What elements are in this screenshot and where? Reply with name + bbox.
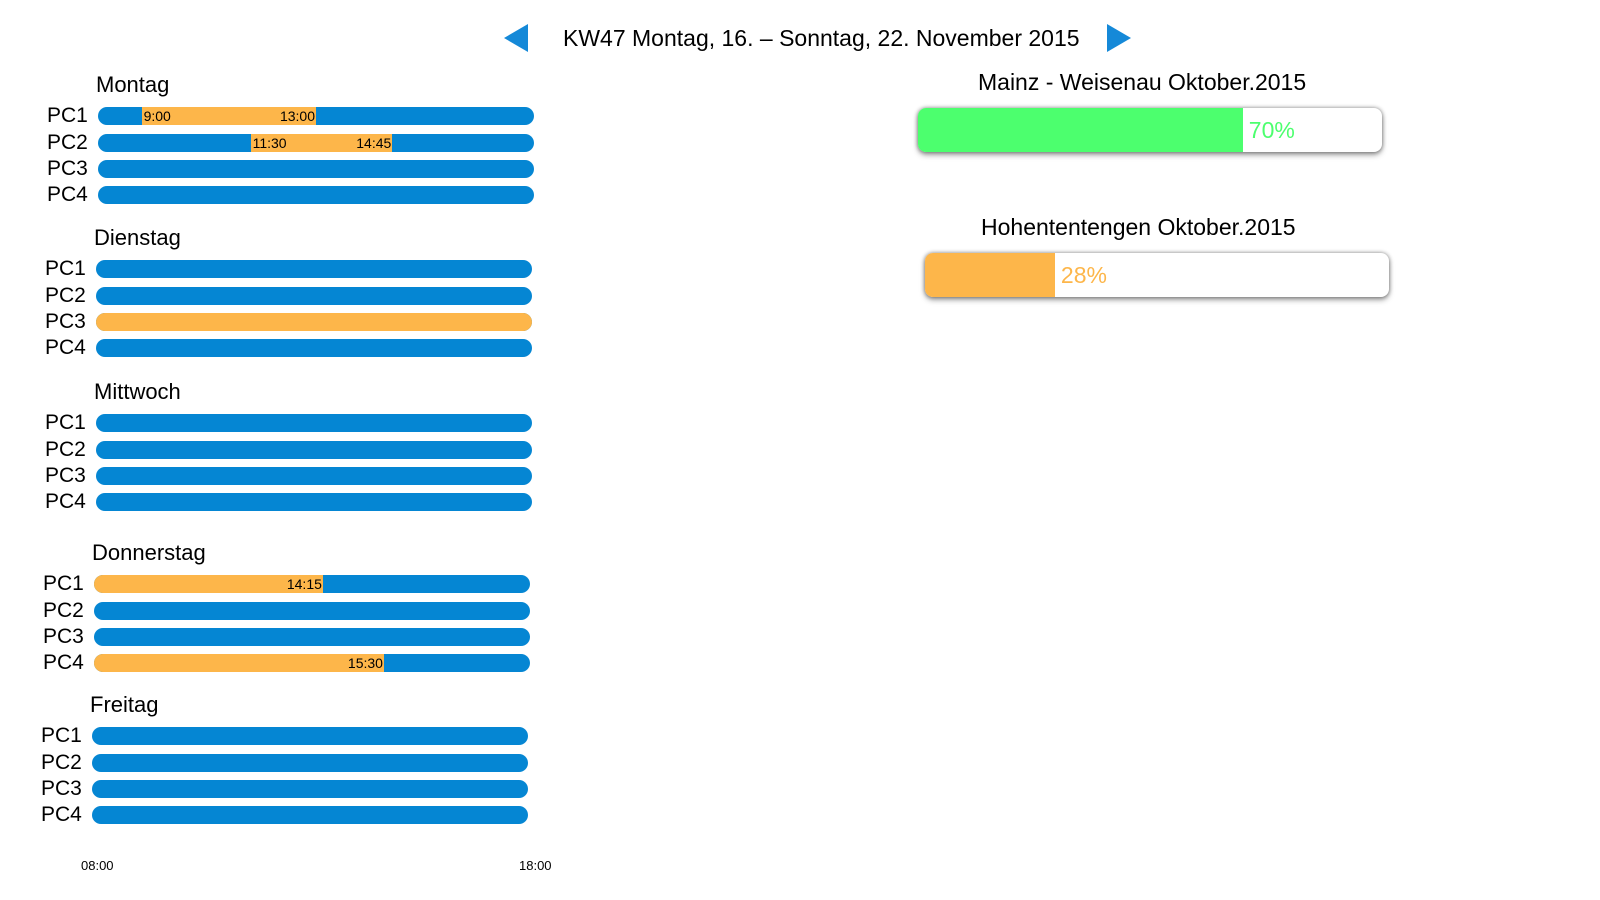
booking-segment[interactable] — [94, 575, 323, 593]
progress-panel-mainz: Mainz - Weisenau Oktober.2015 70% — [918, 68, 1418, 168]
availability-bar[interactable] — [96, 287, 532, 305]
pc-label: PC2 — [41, 751, 82, 774]
progress-title: Mainz - Weisenau Oktober.2015 — [978, 69, 1307, 95]
pc-label: PC2 — [45, 438, 86, 461]
day-title: Dienstag — [94, 225, 181, 250]
pc-row: PC2 — [0, 598, 560, 624]
availability-bar[interactable] — [92, 727, 528, 745]
progress-bar: 28% — [925, 253, 1389, 297]
booking-end-time: 14:15 — [286, 576, 322, 592]
booking-start-time: 9:00 — [143, 108, 171, 124]
availability-bar[interactable] — [96, 493, 532, 511]
progress-percent-label: 70% — [1248, 117, 1295, 143]
day-title: Mittwoch — [94, 379, 181, 404]
day-block-freitag: Freitag PC1 PC2 PC3 PC4 — [0, 692, 560, 832]
pc-row: PC1 9:00 13:00 — [0, 103, 560, 129]
pc-label: PC1 — [43, 572, 84, 595]
pc-label: PC4 — [43, 651, 84, 674]
pc-label: PC1 — [45, 257, 86, 280]
progress-fill — [925, 253, 1055, 297]
pc-row: PC1 14:15 — [0, 571, 560, 597]
pc-row: PC3 — [0, 776, 560, 802]
booking-end-time: 13:00 — [279, 108, 315, 124]
pc-label: PC4 — [41, 803, 82, 826]
availability-bar[interactable] — [96, 414, 532, 432]
availability-bar[interactable] — [96, 260, 532, 278]
pc-row: PC1 — [0, 256, 560, 282]
pc-row: PC3 — [0, 624, 560, 650]
pc-label: PC3 — [41, 777, 82, 800]
availability-bar[interactable] — [96, 313, 532, 331]
day-block-montag: Montag PC1 9:00 13:00 PC2 11:30 14:45 PC3 PC4 — [0, 72, 560, 212]
pc-label: PC2 — [43, 599, 84, 622]
pc-row: PC4 15:30 — [0, 650, 560, 676]
pc-label: PC1 — [47, 104, 88, 127]
time-axis-end-label: 18:00 — [519, 858, 552, 873]
day-title: Freitag — [90, 692, 159, 717]
progress-fill — [918, 108, 1243, 152]
availability-bar[interactable] — [92, 806, 528, 824]
pc-row: PC3 — [0, 463, 560, 489]
pc-row: PC2 — [0, 283, 560, 309]
pc-label: PC1 — [41, 724, 82, 747]
week-title: KW47 Montag, 16. – Sonntag, 22. November… — [563, 25, 1080, 51]
day-block-dienstag: Dienstag PC1 PC2 PC3 PC4 — [0, 225, 560, 365]
time-axis-start-label: 08:00 — [81, 858, 114, 873]
pc-row: PC4 — [0, 182, 560, 208]
availability-bar[interactable] — [96, 339, 532, 357]
availability-bar[interactable] — [92, 754, 528, 772]
progress-bar: 70% — [918, 108, 1382, 152]
availability-bar[interactable] — [96, 467, 532, 485]
availability-bar[interactable] — [94, 602, 530, 620]
previous-week-button[interactable] — [504, 24, 528, 52]
availability-bar[interactable]: 11:30 14:45 — [98, 134, 534, 152]
availability-bar[interactable] — [98, 186, 534, 204]
pc-label: PC3 — [43, 625, 84, 648]
pc-row: PC1 — [0, 410, 560, 436]
pc-row: PC1 — [0, 723, 560, 749]
booking-segment[interactable] — [141, 107, 316, 125]
availability-bar[interactable] — [96, 441, 532, 459]
pc-row: PC4 — [0, 489, 560, 515]
pc-row: PC4 — [0, 802, 560, 828]
day-block-donnerstag: Donnerstag PC1 14:15 PC2 PC3 PC4 15:30 — [0, 540, 560, 680]
booking-segment[interactable] — [96, 313, 532, 331]
availability-bar[interactable] — [94, 628, 530, 646]
booking-segment[interactable] — [250, 134, 393, 152]
pc-label: PC2 — [45, 284, 86, 307]
booking-end-time: 15:30 — [347, 655, 383, 671]
pc-label: PC4 — [45, 490, 86, 513]
pc-label: PC2 — [47, 131, 88, 154]
pc-label: PC3 — [47, 157, 88, 180]
pc-label: PC1 — [45, 411, 86, 434]
pc-row: PC2 11:30 14:45 — [0, 130, 560, 156]
day-title: Donnerstag — [92, 540, 206, 565]
progress-title: Hohententengen Oktober.2015 — [981, 214, 1296, 240]
booking-segment[interactable] — [94, 654, 384, 672]
availability-bar[interactable]: 14:15 — [94, 575, 530, 593]
pc-row: PC3 — [0, 309, 560, 335]
pc-label: PC4 — [47, 183, 88, 206]
progress-percent-label: 28% — [1060, 262, 1107, 288]
availability-bar[interactable]: 15:30 — [94, 654, 530, 672]
next-week-button[interactable] — [1107, 24, 1131, 52]
booking-end-time: 14:45 — [356, 135, 392, 151]
weekly-schedule: Montag PC1 9:00 13:00 PC2 11:30 14:45 PC3 PC4 Die… — [0, 0, 600, 900]
booking-start-time: 11:30 — [252, 135, 287, 151]
day-block-mittwoch: Mittwoch PC1 PC2 PC3 PC4 — [0, 379, 560, 519]
pc-label: PC4 — [45, 336, 86, 359]
progress-panel-hohentengen: Hohententengen Oktober.2015 28% — [925, 213, 1425, 313]
availability-bar[interactable]: 9:00 13:00 — [98, 107, 534, 125]
pc-label: PC3 — [45, 310, 86, 333]
week-header: KW47 Montag, 16. – Sonntag, 22. November… — [500, 18, 1140, 58]
pc-row: PC2 — [0, 750, 560, 776]
pc-row: PC4 — [0, 335, 560, 361]
pc-row: PC3 — [0, 156, 560, 182]
pc-label: PC3 — [45, 464, 86, 487]
day-title: Montag — [96, 72, 170, 97]
availability-bar[interactable] — [92, 780, 528, 798]
pc-row: PC2 — [0, 437, 560, 463]
availability-bar[interactable] — [98, 160, 534, 178]
